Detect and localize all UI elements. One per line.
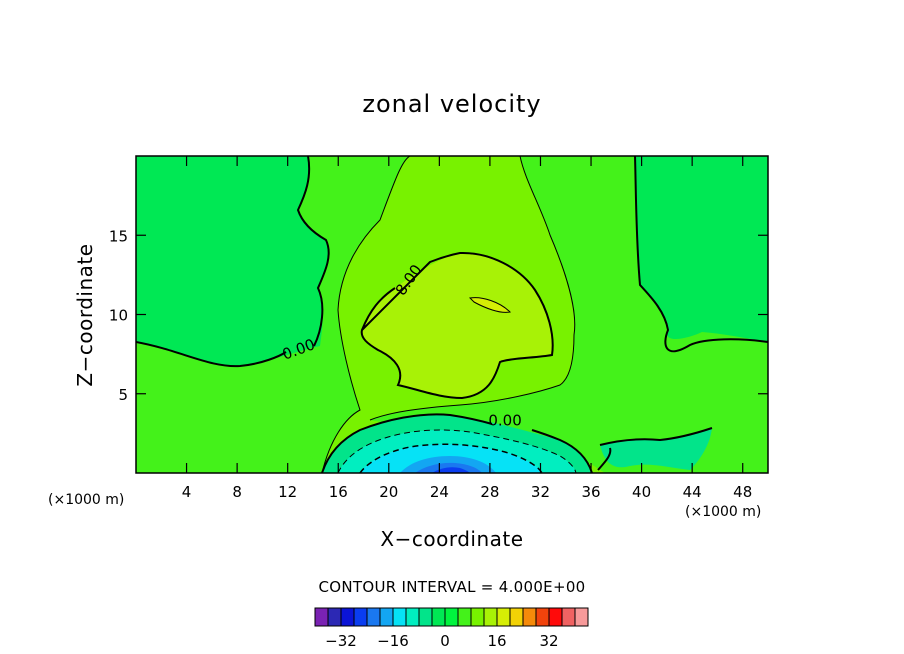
x-unit-left: (×1000 m) [48,492,124,508]
chart-title: zonal velocity [362,90,541,118]
band-m24-m20 [432,467,470,473]
x-tick-label: 40 [632,483,651,501]
contour-line-0-left [136,156,330,368]
x-tick-label: 44 [683,483,702,501]
contour-line-right-patch [597,427,713,471]
y-tick-label: 15 [109,227,128,245]
colorbar-tick-label: −32 [325,632,357,650]
colorbar-cell [561,607,576,627]
colorbar [314,607,589,627]
plot-area [136,156,768,473]
colorbar-cell [327,607,342,627]
colorbar-cell [483,607,498,627]
colorbar-cell [392,607,407,627]
colorbar-cell [574,607,589,627]
colorbar-tick-label: −16 [377,632,409,650]
x-tick-label: 24 [430,483,449,501]
y-axis-ticks: 5 10 15 [109,227,768,404]
x-tick-label: 36 [581,483,600,501]
y-tick-label: 5 [118,386,128,404]
colorbar-cell [548,607,563,627]
band-12-16 [361,252,553,398]
colorbar-cell [314,607,329,627]
contour-line-4 [321,156,576,473]
x-tick-label: 4 [182,483,192,501]
contour-line-12 [468,297,512,313]
colorbar-cell [509,607,524,627]
x-axis-ticks: 4 8 12 16 20 24 28 32 36 40 44 48 [182,156,752,501]
colorbar-cell [418,607,433,627]
colorbar-cell [457,607,472,627]
contour-line-0-right [634,156,768,353]
colorbar-cell [496,607,511,627]
band-16-20 [470,297,510,313]
colorbar-cell [379,607,394,627]
colorbar-cell [444,607,459,627]
x-tick-label: 16 [329,483,348,501]
x-axis-title: X−coordinate [380,527,523,551]
colorbar-cell [470,607,485,627]
x-tick-label: 8 [232,483,242,501]
colorbar-tick-label: 32 [539,632,558,650]
colorbar-cell [340,607,355,627]
contour-line-8 [360,251,554,400]
x-tick-label: 12 [278,483,297,501]
band-m4-0-patch [600,428,712,470]
contour-line-m4 [337,429,577,473]
x-unit-right: (×1000 m) [685,504,761,520]
colorbar-cell [535,607,550,627]
y-tick-label: 10 [109,307,128,325]
x-tick-label: 48 [733,483,752,501]
contour-label: 0.00 [488,411,521,429]
band-4-8-patch [136,429,315,469]
y-axis-title: Z−coordinate [73,243,97,386]
x-tick-label: 20 [379,483,398,501]
colorbar-cell [431,607,446,627]
contour-line-m8 [359,443,543,473]
colorbar-cell [366,607,381,627]
x-tick-label: 28 [480,483,499,501]
colorbar-ticks: −32 −16 0 16 32 [325,632,558,650]
x-tick-label: 32 [531,483,550,501]
colorbar-tick-label: 16 [487,632,506,650]
colorbar-cell [522,607,537,627]
colorbar-tick-label: 0 [440,632,450,650]
colorbar-cell [353,607,368,627]
contour-interval-label: CONTOUR INTERVAL = 4.000E+00 [318,578,585,596]
colorbar-cell [405,607,420,627]
contour-line-0-bottom [321,413,593,473]
